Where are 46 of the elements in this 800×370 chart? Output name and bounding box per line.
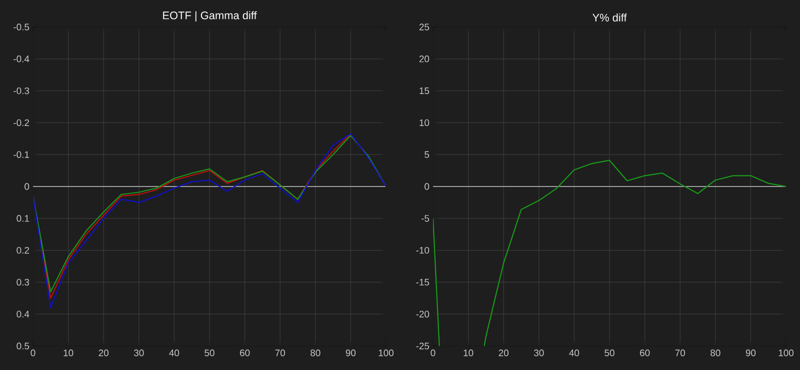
x-tick-label: 90 xyxy=(346,350,356,356)
x-tick-label: 40 xyxy=(569,350,580,356)
y-tick-label: 0 xyxy=(24,183,30,190)
x-tick-label: 50 xyxy=(204,350,214,356)
x-tick-label: 0 xyxy=(30,350,36,356)
y-tick-label: -20 xyxy=(416,310,430,318)
y-tick-label: 0.5 xyxy=(16,342,30,350)
y-tick-label: -0.1 xyxy=(14,151,30,158)
y-tick-label: 25 xyxy=(419,24,430,30)
x-tick-label: 20 xyxy=(98,350,108,356)
x-tick-label: 60 xyxy=(240,350,250,356)
x-tick-label: 50 xyxy=(604,350,614,356)
y-tick-label: 0 xyxy=(424,183,430,190)
y-tick-label: 0.4 xyxy=(16,310,30,318)
y-tick-label: 0.3 xyxy=(16,278,30,286)
x-tick-label: 100 xyxy=(778,350,794,356)
x-tick-label: 80 xyxy=(310,350,320,356)
y-tick-label: -25 xyxy=(416,342,430,350)
x-tick-label: 30 xyxy=(134,350,144,356)
y-tick-label: -0.5 xyxy=(14,24,30,30)
chart-title: Y% diff xyxy=(592,13,627,22)
y-tick-label: -0.3 xyxy=(14,87,30,94)
x-tick-label: 0 xyxy=(430,350,436,356)
x-tick-label: 10 xyxy=(64,350,74,356)
x-tick-label: 30 xyxy=(534,350,544,356)
y-tick-label: -0.2 xyxy=(14,119,30,126)
x-tick-label: 70 xyxy=(675,350,685,356)
y-tick-label: 20 xyxy=(419,56,430,62)
y-tick-label: 10 xyxy=(420,119,430,126)
x-tick-label: 60 xyxy=(640,350,650,356)
y-tick-label: 0.2 xyxy=(16,246,30,254)
chart-title: EOTF | Gamma diff xyxy=(163,11,257,22)
x-tick-label: 20 xyxy=(498,350,508,356)
x-tick-label: 80 xyxy=(710,350,720,356)
x-tick-label: 10 xyxy=(464,350,474,356)
y-tick-label: -0.4 xyxy=(14,56,30,62)
y-tick-label: 0.1 xyxy=(16,215,30,222)
y-tick-label: -15 xyxy=(416,278,430,286)
y-tick-label: 15 xyxy=(420,87,430,94)
y-tick-label: -10 xyxy=(416,246,430,254)
x-tick-label: 100 xyxy=(378,350,394,356)
x-tick-label: 40 xyxy=(169,350,180,356)
y-tick-label: -5 xyxy=(421,215,430,222)
y-tick-label: 5 xyxy=(424,151,430,158)
x-tick-label: 70 xyxy=(275,350,285,356)
x-tick-label: 90 xyxy=(746,350,756,356)
